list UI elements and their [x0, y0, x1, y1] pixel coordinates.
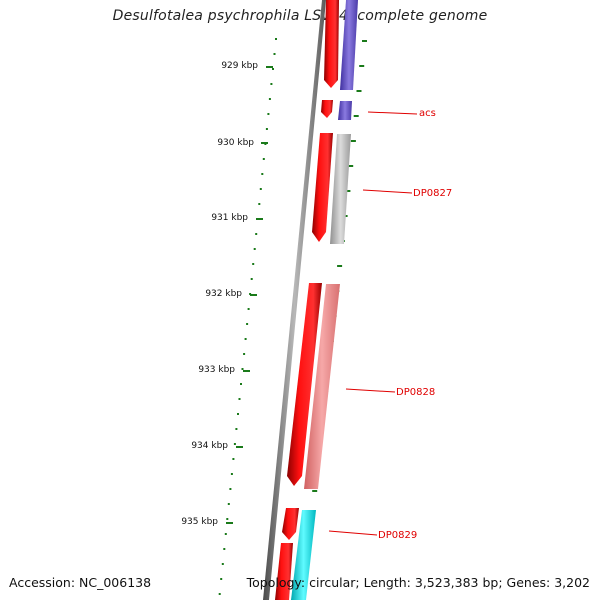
cyan-feature[interactable] — [291, 510, 316, 600]
tick-label-935: 935 kbp — [181, 517, 218, 527]
outer-ruler-dot — [337, 265, 343, 267]
outer-ruler-dot — [359, 65, 365, 67]
ruler-dot — [241, 368, 244, 370]
outer-ruler-dot — [362, 40, 367, 42]
gene-feature-3[interactable] — [312, 133, 333, 242]
ruler-dot — [232, 458, 235, 460]
grey-feature[interactable] — [330, 134, 351, 244]
topology-label: Topology: circular; Length: 3,523,383 bp… — [246, 575, 590, 590]
ruler-dot — [247, 308, 250, 310]
tick-label-929: 929 kbp — [221, 61, 258, 71]
accession-label: Accession: NC_006138 — [9, 575, 152, 590]
ruler-ticks: 929 kbp 930 kbp 931 kbp 932 kbp 933 kbp … — [181, 61, 273, 527]
gene-label-dp0827[interactable]: DP0827 — [413, 188, 452, 199]
gene-label-acs[interactable]: acs — [419, 108, 436, 119]
tick-label-932: 932 kbp — [205, 289, 242, 299]
tick-label-930: 930 kbp — [217, 138, 254, 148]
ruler-dot — [262, 158, 265, 160]
gene-feature-1[interactable] — [324, 0, 339, 88]
ruler-dot — [243, 353, 246, 355]
map-title: Desulfotalea psychrophila LSv54, complet… — [112, 8, 488, 24]
ruler-dot — [226, 518, 229, 520]
ruler-dot — [246, 323, 249, 325]
forward-track — [275, 0, 339, 600]
ruler-dot — [244, 338, 247, 340]
ruler-dot — [224, 533, 227, 535]
gene-leader-dp0827 — [362, 189, 413, 194]
outer-ruler-dot — [348, 165, 354, 167]
ruler-dot — [261, 173, 264, 175]
outer-ruler-dot — [350, 140, 356, 142]
ruler-dot — [272, 68, 274, 70]
gene-leader-dp0828 — [345, 388, 396, 393]
ruler-dot — [268, 98, 271, 100]
gene-feature-4[interactable] — [287, 283, 322, 486]
feature-track-2 — [291, 0, 358, 600]
outer-ruler-dot — [353, 115, 359, 117]
gene-feature-2[interactable] — [321, 100, 333, 118]
outer-ruler-dot — [356, 90, 362, 92]
ruler-dot — [227, 503, 230, 505]
ruler-dot — [265, 128, 268, 130]
ruler-dot — [258, 203, 261, 205]
gene-feature-5[interactable] — [282, 508, 299, 540]
outer-ruler-dot — [345, 190, 351, 192]
ruler-dot — [233, 443, 236, 445]
ruler-dot — [273, 53, 276, 55]
ruler-dots — [218, 38, 277, 595]
ruler-dot — [238, 398, 241, 400]
ruler-dot — [270, 83, 273, 85]
ruler-dot — [221, 563, 224, 565]
gene-labels: acs DP0827 DP0828 DP0829 — [328, 108, 452, 541]
purple-feature-1[interactable] — [340, 0, 358, 90]
ruler-dot — [223, 548, 226, 550]
ruler-dot — [237, 413, 239, 415]
ruler-dot — [218, 593, 221, 595]
tick-label-931: 931 kbp — [211, 213, 248, 223]
ruler-dot — [267, 113, 270, 115]
gene-feature-6[interactable] — [275, 543, 293, 600]
gene-label-dp0829[interactable]: DP0829 — [378, 530, 417, 541]
tick-label-934: 934 kbp — [191, 441, 228, 451]
genome-backbone — [263, 0, 326, 600]
tick-label-933: 933 kbp — [198, 365, 235, 375]
ruler-dot — [255, 233, 258, 235]
ruler-dot — [230, 473, 233, 475]
outer-ruler-dot — [312, 490, 318, 492]
ruler-dot — [252, 263, 255, 265]
ruler-dot — [235, 428, 238, 430]
pink-feature[interactable] — [304, 284, 340, 489]
ruler-dot — [229, 488, 232, 490]
ruler-dot — [259, 188, 262, 190]
ruler-dot — [220, 578, 223, 580]
ruler-dot — [250, 278, 253, 280]
gene-leader-dp0829 — [328, 530, 378, 536]
ruler-dot — [253, 248, 256, 250]
ruler-dot — [240, 383, 242, 385]
ruler-dot — [275, 38, 277, 40]
gene-label-dp0828[interactable]: DP0828 — [396, 387, 435, 398]
purple-feature-2[interactable] — [338, 101, 352, 120]
gene-leader-acs — [367, 111, 418, 115]
